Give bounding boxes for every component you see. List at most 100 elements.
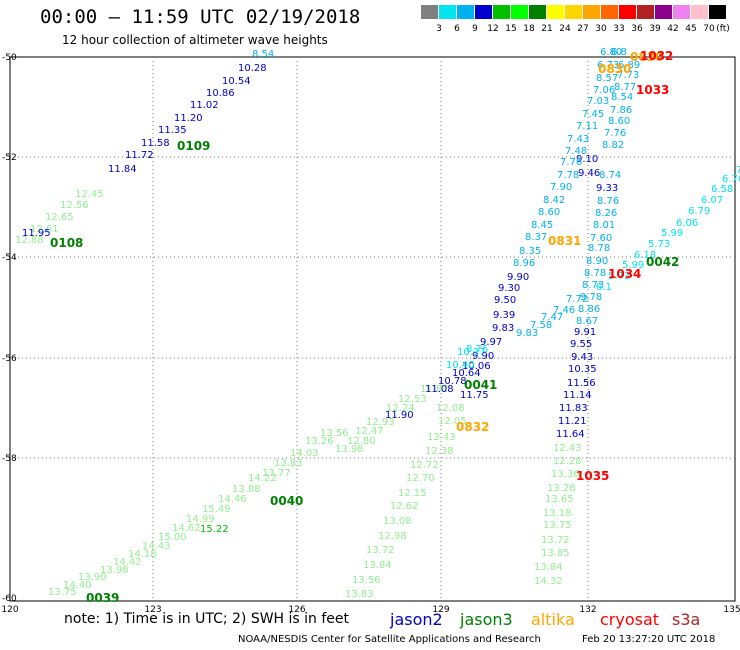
wave-height-reading: 7.46 xyxy=(553,305,575,316)
wave-height-reading: 13.83 xyxy=(345,589,374,600)
wave-height-reading: 9.30 xyxy=(498,283,520,294)
pass-id-label: 0039 xyxy=(86,591,119,605)
pass-id-label: 0830 xyxy=(598,62,631,76)
wave-height-reading: 11.20 xyxy=(174,113,203,124)
wave-height-reading: 5.73 xyxy=(608,271,630,282)
track-jason3-east: 7.16.766.586.076.796.065.995.736.185.995… xyxy=(596,165,740,293)
wave-height-reading: 12.80 xyxy=(347,436,376,447)
wave-height-reading: 8.54 xyxy=(252,49,274,60)
mission-legend-altika: altika xyxy=(531,610,575,629)
wave-height-reading: 8.42 xyxy=(543,195,565,206)
wave-height-reading: 9.55 xyxy=(570,339,592,350)
wave-height-reading: 11.95 xyxy=(22,228,51,239)
wave-height-reading: 9.97 xyxy=(480,337,502,348)
color-scale-swatch xyxy=(529,5,546,19)
wave-height-reading: 13.88 xyxy=(232,484,261,495)
wave-height-reading: 9.43 xyxy=(571,352,593,363)
wave-height-reading: 9.90 xyxy=(472,351,494,362)
track-jason2-south: 10.3511.5611.1411.8311.2111.649.439.559.… xyxy=(556,154,618,440)
wave-height-reading: 7.03 xyxy=(587,96,609,107)
wave-height-reading: 8.73 xyxy=(582,280,604,291)
wave-height-reading: 10.64 xyxy=(452,368,481,379)
wave-height-reading: 8.26 xyxy=(595,208,617,219)
wave-height-reading: 11.58 xyxy=(141,138,170,149)
wave-height-reading: 13.36 xyxy=(551,469,580,480)
wave-height-reading: 8.37 xyxy=(525,232,547,243)
wave-height-reading: 11.35 xyxy=(158,125,187,136)
wave-height-reading: 8.45 xyxy=(531,220,553,231)
color-scale-swatch xyxy=(583,5,600,19)
wave-height-reading: 12.45 xyxy=(75,189,104,200)
wave-height-reading: 10.37 xyxy=(457,347,486,358)
wave-height-reading: 14.03 xyxy=(290,448,319,459)
wave-height-reading: 8.67 xyxy=(576,316,598,327)
mission-legend-jason3: jason3 xyxy=(460,610,513,629)
latitude-label: -56 xyxy=(2,354,17,364)
wave-height-reading: 6.8 xyxy=(611,47,627,58)
wave-height-reading: 10.28 xyxy=(238,63,267,74)
wave-height-reading: 12.43 xyxy=(427,432,456,443)
wave-height-reading: 10.35 xyxy=(568,364,597,375)
wave-height-reading: 12.24 xyxy=(386,403,415,414)
pass-id-label: 0831 xyxy=(548,234,581,248)
wave-height-reading: 7.58 xyxy=(530,320,552,331)
wave-height-reading: 7.86 xyxy=(610,105,632,116)
wave-height-reading: 6.73 xyxy=(597,60,619,71)
wave-height-reading: 10.40 xyxy=(446,360,475,371)
color-scale-swatch xyxy=(457,5,474,19)
wave-height-reading: 8.57 xyxy=(596,73,618,84)
wave-height-reading: 14.62 xyxy=(172,523,201,534)
wave-height-reading: 11.83 xyxy=(559,403,588,414)
wave-height-reading: 13.90 xyxy=(78,572,107,583)
wave-height-reading: 8.78 xyxy=(588,243,610,254)
wave-height-reading: 13.83 xyxy=(274,458,303,469)
wave-height-reading: 12.56 xyxy=(60,200,89,211)
wave-height-reading: 7.78 xyxy=(557,170,579,181)
wave-height-reading: 12.05 xyxy=(438,416,467,427)
wave-height-reading: 13.98 xyxy=(100,565,129,576)
color-scale-swatch xyxy=(565,5,582,19)
wave-height-reading: 11.82 xyxy=(420,384,449,395)
wave-height-reading: 9.78 xyxy=(580,292,602,303)
wave-height-reading: 10.54 xyxy=(222,76,251,87)
wave-height-reading: 14.22 xyxy=(248,473,277,484)
pass-labels: 0109 0108 0040 0039 0041 0042 0832 0831 08300830… xyxy=(50,49,679,605)
wave-height-reading: 12.98 xyxy=(378,531,407,542)
color-scale-tick-label: 9 xyxy=(472,24,478,34)
wave-height-reading: 11.90 xyxy=(385,410,414,421)
wave-height-reading: 8.01 xyxy=(593,220,615,231)
units-note: note: 1) Time is in UTC; 2) SWH is in fe… xyxy=(64,611,350,627)
wave-height-reading: 9.90 xyxy=(507,272,529,283)
color-scale-swatch xyxy=(475,5,492,19)
credit-text: NOAA/NESDIS Center for Satellite Applica… xyxy=(238,634,541,645)
color-scale-swatch xyxy=(511,5,528,19)
wave-height-reading: 12.65 xyxy=(45,212,74,223)
wave-height-reading: 7.1 xyxy=(736,165,740,176)
color-scale-tick-label: 15 xyxy=(505,24,517,34)
color-scale-swatch xyxy=(439,5,456,19)
wave-height-reading: 14.18 xyxy=(128,549,157,560)
wave-height-reading: 11.72 xyxy=(125,150,154,161)
wave-height-reading: 7.60 xyxy=(590,233,612,244)
wave-height-reading: 8.35 xyxy=(519,246,541,257)
wave-height-reading: 7.43 xyxy=(567,134,589,145)
wave-height-reading: 12.38 xyxy=(425,446,454,457)
wave-height-reading: 7.73 xyxy=(617,70,639,81)
wave-height-reading: 11.21 xyxy=(558,416,587,427)
wave-height-reading: 13.75 xyxy=(543,520,572,531)
color-scale-swatch xyxy=(637,5,654,19)
wave-height-reading: 14.40 xyxy=(63,580,92,591)
wave-height-reading: 8.76 xyxy=(597,196,619,207)
color-scale-swatch xyxy=(655,5,672,19)
wave-height-reading: 13.72 xyxy=(366,545,395,556)
color-scale-swatch xyxy=(547,5,564,19)
wave-height-reading: 6.80 xyxy=(600,47,622,58)
wave-height-reading: 7.06 xyxy=(593,85,615,96)
pass-id-label: 1032 xyxy=(640,49,673,63)
wave-height-reading: 10.86 xyxy=(206,88,235,99)
mission-legend-jason2: jason2 xyxy=(390,610,443,629)
wave-height-reading: 13.26 xyxy=(547,483,576,494)
wave-height-reading: 8.86 xyxy=(578,304,600,315)
wave-height-reading: 6.79 xyxy=(688,206,710,217)
